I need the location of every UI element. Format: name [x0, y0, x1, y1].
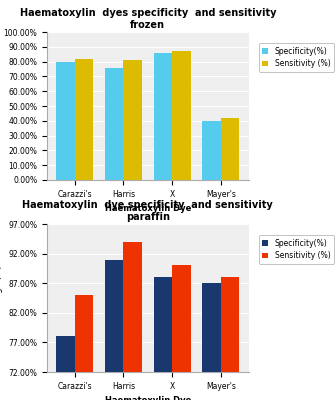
- Bar: [123, 60, 142, 180]
- Bar: [221, 118, 240, 180]
- Bar: [56, 62, 75, 180]
- Bar: [105, 260, 123, 400]
- Bar: [75, 59, 93, 180]
- Y-axis label: Percentage (%): Percentage (%): [0, 266, 3, 330]
- Legend: Specificity(%), Sensitivity (%): Specificity(%), Sensitivity (%): [258, 235, 334, 264]
- Bar: [75, 295, 93, 400]
- Title: Haematoxylin  dye specificity  and sensitivity
paraffin: Haematoxylin dye specificity and sensiti…: [23, 200, 273, 222]
- Bar: [154, 277, 172, 400]
- Title: Haematoxylin  dyes specificity  and sensitivity
frozen: Haematoxylin dyes specificity and sensit…: [19, 8, 276, 30]
- Bar: [123, 242, 142, 400]
- Bar: [56, 336, 75, 400]
- Bar: [202, 121, 221, 180]
- Bar: [105, 68, 123, 180]
- Bar: [172, 266, 191, 400]
- Bar: [154, 53, 172, 180]
- Legend: Specificity(%), Sensitivity (%): Specificity(%), Sensitivity (%): [258, 43, 334, 72]
- Bar: [221, 277, 240, 400]
- Bar: [172, 51, 191, 180]
- X-axis label: Haematoxylin Dye: Haematoxylin Dye: [104, 204, 191, 213]
- Bar: [202, 283, 221, 400]
- X-axis label: Haematoxylin Dye: Haematoxylin Dye: [104, 396, 191, 400]
